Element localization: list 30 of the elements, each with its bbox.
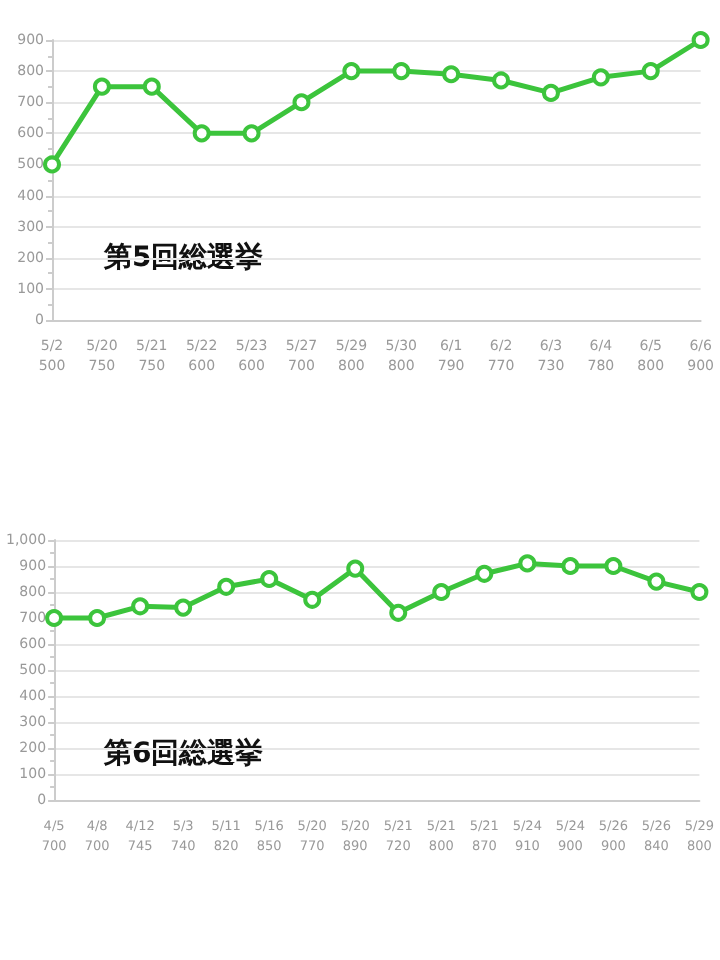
point xyxy=(604,557,623,575)
point xyxy=(303,590,322,609)
point xyxy=(647,572,666,591)
point xyxy=(92,77,111,96)
point xyxy=(88,609,107,627)
point xyxy=(541,83,560,102)
point xyxy=(591,68,610,87)
point xyxy=(432,583,451,601)
point xyxy=(242,124,261,143)
point xyxy=(641,62,660,81)
point xyxy=(260,570,279,588)
point xyxy=(492,71,511,90)
point xyxy=(43,155,61,174)
point xyxy=(131,597,150,616)
point xyxy=(389,603,408,622)
point xyxy=(561,557,580,575)
point xyxy=(690,583,709,601)
point xyxy=(691,31,710,49)
point xyxy=(142,77,161,96)
point xyxy=(192,124,211,143)
point xyxy=(217,577,236,596)
point xyxy=(342,62,361,81)
point xyxy=(292,93,311,112)
point xyxy=(518,554,537,573)
point xyxy=(442,65,461,84)
point xyxy=(174,598,193,617)
point xyxy=(45,609,64,627)
point xyxy=(475,564,494,583)
point xyxy=(346,559,365,578)
point xyxy=(392,62,411,81)
